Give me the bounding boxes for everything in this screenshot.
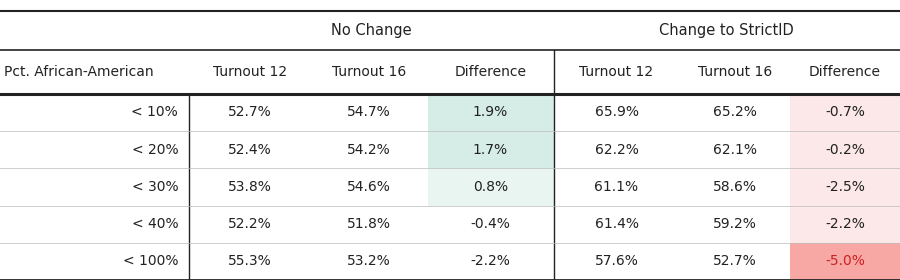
Text: < 30%: < 30%	[131, 180, 178, 194]
Text: -2.2%: -2.2%	[825, 217, 865, 231]
Text: Difference: Difference	[809, 65, 881, 79]
Text: -2.2%: -2.2%	[471, 254, 510, 268]
Text: 58.6%: 58.6%	[713, 180, 757, 194]
Text: -2.5%: -2.5%	[825, 180, 865, 194]
Bar	[790, 94, 900, 131]
Text: 54.7%: 54.7%	[347, 106, 391, 120]
Text: -0.2%: -0.2%	[825, 143, 865, 157]
Text: 55.3%: 55.3%	[228, 254, 272, 268]
Text: Turnout 12: Turnout 12	[580, 65, 653, 79]
Text: 65.9%: 65.9%	[595, 106, 638, 120]
Text: Turnout 16: Turnout 16	[332, 65, 406, 79]
Text: < 40%: < 40%	[131, 217, 178, 231]
Bar	[428, 168, 554, 206]
Text: 65.2%: 65.2%	[713, 106, 757, 120]
Text: 54.6%: 54.6%	[347, 180, 391, 194]
Text: Pct. African-American: Pct. African-American	[4, 65, 154, 79]
Text: 52.2%: 52.2%	[228, 217, 272, 231]
Text: 1.7%: 1.7%	[472, 143, 508, 157]
Text: 52.4%: 52.4%	[228, 143, 272, 157]
Text: 53.2%: 53.2%	[347, 254, 391, 268]
Text: 51.8%: 51.8%	[347, 217, 391, 231]
Text: 52.7%: 52.7%	[713, 254, 757, 268]
Text: < 20%: < 20%	[131, 143, 178, 157]
Text: No Change: No Change	[331, 23, 411, 38]
Text: 57.6%: 57.6%	[595, 254, 638, 268]
Text: -0.7%: -0.7%	[825, 106, 865, 120]
Text: < 10%: < 10%	[131, 106, 178, 120]
Bar	[428, 131, 554, 168]
Bar	[790, 168, 900, 206]
Text: Turnout 12: Turnout 12	[212, 65, 287, 79]
Text: 62.1%: 62.1%	[713, 143, 757, 157]
Text: 61.4%: 61.4%	[595, 217, 638, 231]
Text: 0.8%: 0.8%	[472, 180, 508, 194]
Text: 61.1%: 61.1%	[594, 180, 639, 194]
Bar	[428, 94, 554, 131]
Text: 52.7%: 52.7%	[228, 106, 272, 120]
Text: 1.9%: 1.9%	[472, 106, 508, 120]
Text: Turnout 16: Turnout 16	[698, 65, 772, 79]
Text: Difference: Difference	[454, 65, 526, 79]
Text: 53.8%: 53.8%	[228, 180, 272, 194]
Text: -5.0%: -5.0%	[825, 254, 865, 268]
Text: 59.2%: 59.2%	[713, 217, 757, 231]
Bar	[790, 243, 900, 280]
Bar	[790, 206, 900, 243]
Text: < 100%: < 100%	[122, 254, 178, 268]
Bar	[790, 131, 900, 168]
Text: 62.2%: 62.2%	[595, 143, 638, 157]
Text: 54.2%: 54.2%	[347, 143, 391, 157]
Text: Change to StrictID: Change to StrictID	[660, 23, 794, 38]
Text: -0.4%: -0.4%	[471, 217, 510, 231]
